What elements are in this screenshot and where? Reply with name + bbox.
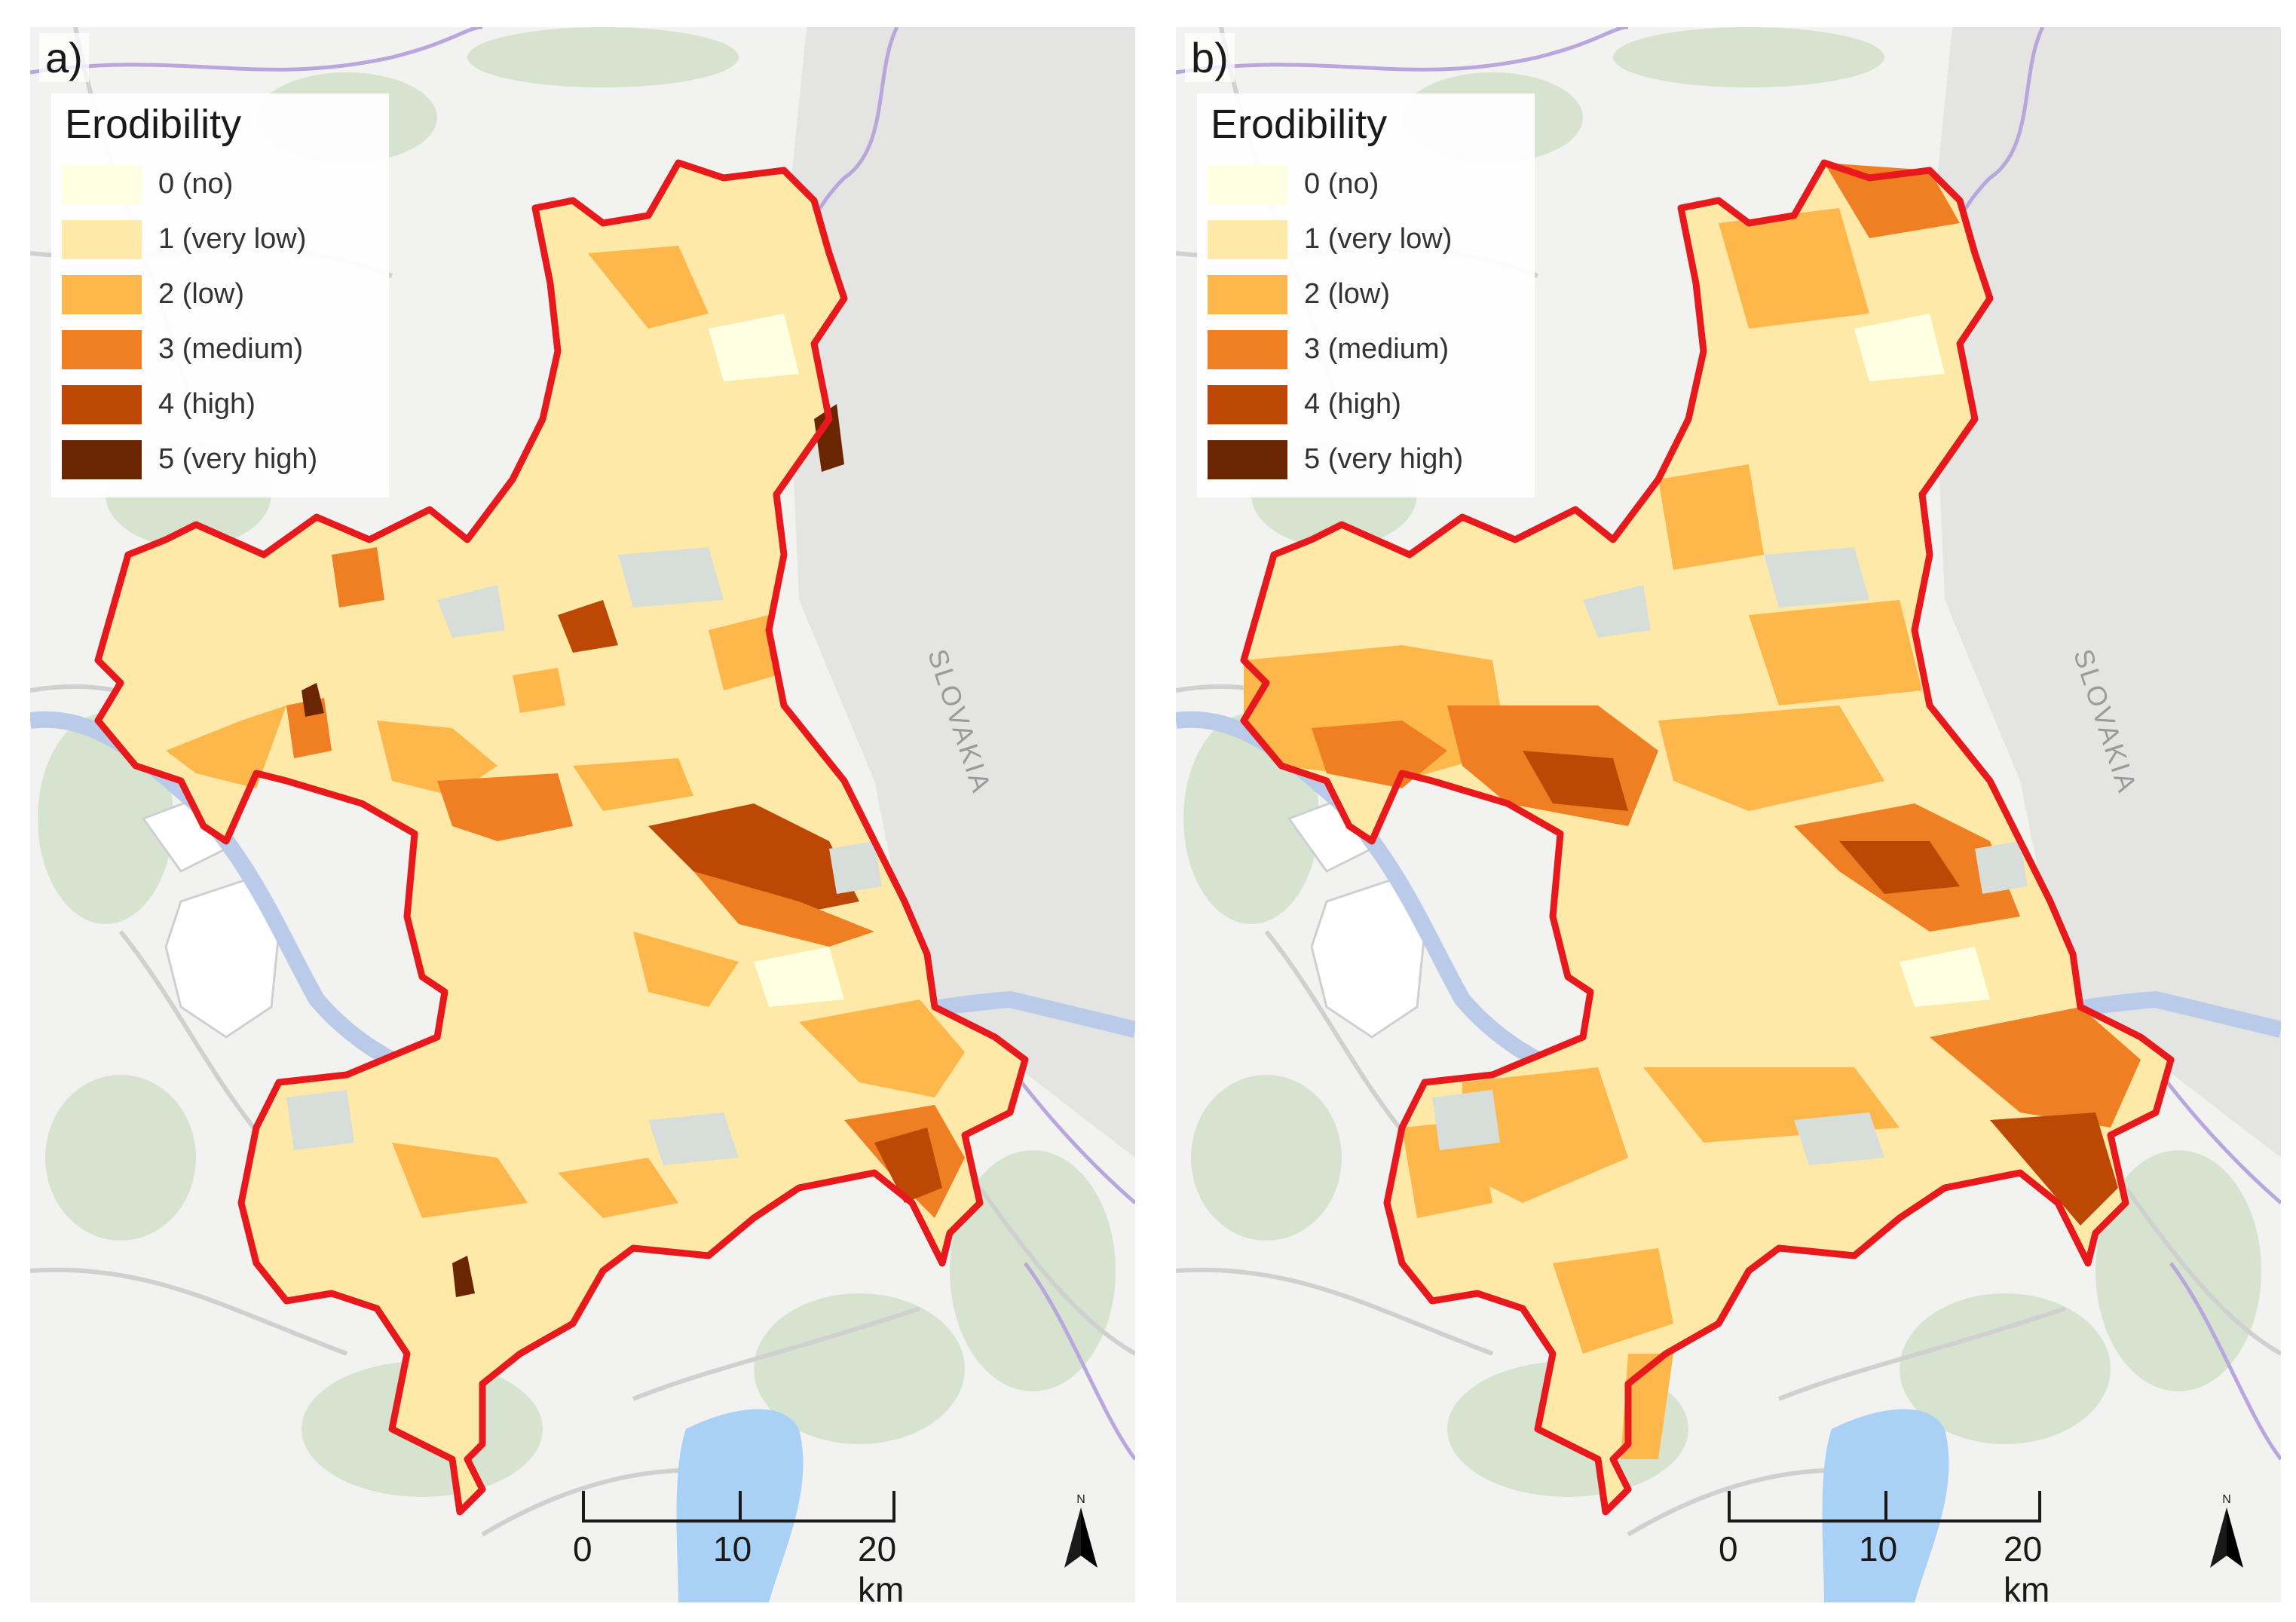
map-canvas (30, 27, 1135, 1602)
panel-label: b) (1185, 33, 1235, 82)
legend-item: 1 (very low) (1208, 212, 1524, 267)
legend-item: 3 (medium) (62, 322, 378, 377)
legend-label: 3 (medium) (1304, 333, 1450, 365)
scale-label: 20 km (858, 1529, 905, 1602)
legend-label: 2 (low) (1304, 278, 1391, 310)
legend-label: 4 (high) (1304, 388, 1401, 420)
legend-label: 0 (no) (1304, 168, 1379, 200)
legend-label: 0 (no) (158, 168, 234, 200)
scale-label: 0 (573, 1529, 592, 1568)
legend-item: 2 (low) (1208, 267, 1524, 322)
legend-swatch (62, 219, 142, 259)
scale-label: 20 km (2004, 1529, 2050, 1602)
legend-swatch (1208, 164, 1287, 204)
legend-item: 1 (very low) (62, 212, 378, 267)
legend-title: Erodibility (65, 102, 242, 147)
north-arrow-icon: N (2204, 1489, 2249, 1572)
legend-swatch (62, 329, 142, 369)
scale-bar: 0 10 20 km (1713, 1485, 2050, 1602)
legend-item: 5 (very high) (62, 432, 378, 487)
north-arrow-icon: N (1058, 1489, 1104, 1572)
legend-swatch (1208, 329, 1287, 369)
legend-item: 0 (no) (1208, 157, 1524, 212)
legend-swatch (1208, 219, 1287, 259)
legend-swatch (1208, 384, 1287, 424)
legend-swatch (62, 164, 142, 204)
north-label: N (2222, 1493, 2231, 1506)
legend-swatch (62, 439, 142, 479)
legend-swatch (1208, 274, 1287, 314)
legend-title: Erodibility (1211, 102, 1388, 147)
legend-item: 5 (very high) (1208, 432, 1524, 487)
non-agricultural-areas (286, 547, 882, 1165)
scale-bar: 0 10 20 km (567, 1485, 904, 1602)
legend-label: 3 (medium) (158, 333, 304, 365)
city-area (141, 794, 280, 1039)
legend-swatch (62, 384, 142, 424)
legend-label: 1 (very low) (158, 223, 307, 255)
erodibility-patches (166, 246, 965, 1297)
legend-item: 2 (low) (62, 267, 378, 322)
legend-item: 3 (medium) (1208, 322, 1524, 377)
legend-item: 4 (high) (1208, 377, 1524, 432)
legend-label: 5 (very high) (158, 443, 318, 475)
legend-item: 4 (high) (62, 377, 378, 432)
scale-label: 10 (1859, 1529, 1898, 1568)
scale-bar-line (582, 1491, 895, 1523)
legend-swatch (1208, 439, 1287, 479)
scale-bar-line (1728, 1491, 2041, 1523)
legend-label: 1 (very low) (1304, 223, 1453, 255)
north-label: N (1076, 1493, 1085, 1506)
legend-label: 2 (low) (158, 278, 245, 310)
region-outline (1240, 159, 2175, 1516)
non-agricultural-areas (1432, 547, 2028, 1165)
scale-label: 10 (713, 1529, 752, 1568)
legend: Erodibility 0 (no) 1 (very low) 2 (low) … (51, 93, 389, 497)
map-panel-a: a) Erodibility 0 (no) 1 (very low) 2 (lo… (30, 27, 1135, 1602)
legend-label: 4 (high) (158, 388, 256, 420)
region-outline (94, 159, 1029, 1516)
panel-label: a) (39, 33, 89, 82)
legend-swatch (62, 274, 142, 314)
scale-label: 0 (1719, 1529, 1738, 1568)
legend-item: 0 (no) (62, 157, 378, 212)
legend: Erodibility 0 (no) 1 (very low) 2 (low) … (1197, 93, 1535, 497)
map-panel-b: b) Erodibility 0 (no) 1 (very low) 2 (lo… (1176, 27, 2281, 1602)
legend-label: 5 (very high) (1304, 443, 1464, 475)
